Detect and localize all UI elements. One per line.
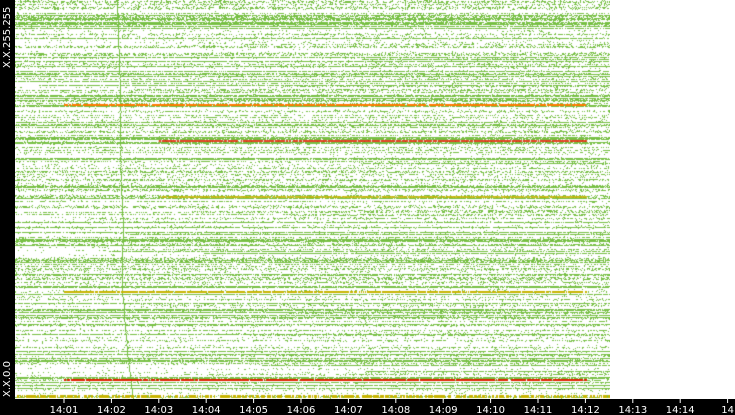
x-tick-label: 14:06 — [287, 405, 316, 415]
y-axis-bottom-label: X.X.0.0 — [2, 361, 13, 397]
scatter-points — [15, 0, 610, 399]
bottom-frame — [0, 399, 735, 415]
left-frame — [0, 0, 15, 415]
x-tick-label: 14:02 — [97, 405, 126, 415]
x-tick-label: 14:01 — [50, 405, 79, 415]
x-tick-label: 14:10 — [476, 405, 505, 415]
x-tick-label: 14:12 — [571, 405, 600, 415]
x-tick-label: 14:11 — [524, 405, 553, 415]
activity-raster — [15, 0, 610, 399]
x-axis-ticks: 14:01 14:02 14:03 14:04 14:05 14:06 14:07 14:08… — [50, 399, 734, 415]
x-tick-label: 14:04 — [192, 405, 221, 415]
x-tick-label: 14:05 — [239, 405, 268, 415]
x-tick-label: 14 — [721, 405, 734, 415]
y-axis-top-label: X.X.255.255 — [2, 7, 13, 68]
x-tick-label: 14:09 — [429, 405, 458, 415]
x-tick-label: 14:03 — [144, 405, 173, 415]
x-tick-label: 14:08 — [381, 405, 410, 415]
x-tick-label: 14:07 — [334, 405, 363, 415]
x-tick-label: 14:14 — [666, 405, 695, 415]
x-tick-label: 14:13 — [618, 405, 647, 415]
